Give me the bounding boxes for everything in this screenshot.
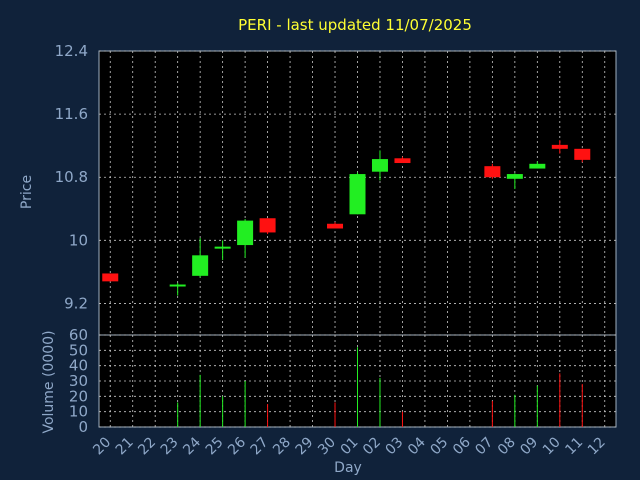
volume-tick-label: 50 [69, 341, 88, 359]
volume-tick-label: 20 [69, 387, 88, 405]
price-tick-label: 9.2 [64, 294, 88, 312]
candle-body [394, 158, 411, 164]
price-axis-label: Price [19, 175, 35, 209]
candle-body [214, 246, 231, 249]
volume-tick-label: 30 [69, 372, 88, 390]
x-tick-label: 12 [585, 434, 609, 458]
candle-body [551, 144, 568, 149]
x-tick-label: 04 [405, 434, 429, 458]
x-tick-label: 21 [113, 434, 137, 458]
candle-body [169, 284, 186, 287]
volume-tick-label: 0 [78, 418, 88, 436]
x-tick-label: 06 [450, 434, 474, 458]
x-tick-label: 02 [360, 434, 384, 458]
x-tick-label: 08 [495, 434, 519, 458]
x-tick-label: 03 [383, 434, 407, 458]
x-tick-label: 09 [517, 434, 541, 458]
candle-body [529, 163, 546, 169]
volume-tick-label: 60 [69, 326, 88, 344]
volume-tick-label: 10 [69, 403, 88, 421]
x-tick-label: 22 [135, 434, 159, 458]
x-tick-label: 27 [248, 434, 272, 458]
chart-title: PERI - last updated 11/07/2025 [238, 16, 472, 34]
candle-body [574, 148, 591, 160]
volume-panel: 2021222324252627282930010203040506070809… [69, 326, 617, 458]
x-tick-label: 29 [293, 434, 317, 458]
candle-body [102, 273, 119, 282]
candle-body [349, 174, 366, 215]
price-tick-label: 10.8 [55, 168, 88, 186]
candle-body [259, 218, 276, 233]
price-tick-label: 12.4 [55, 42, 88, 60]
candle-body [192, 255, 209, 276]
x-tick-label: 30 [315, 434, 339, 458]
price-panel: 12.4 11.6 10.8 10 9.2 [55, 42, 617, 336]
x-tick-label: 10 [540, 434, 564, 458]
x-tick-label: 05 [427, 434, 451, 458]
candle-body [237, 220, 254, 246]
candle-body [506, 174, 523, 179]
x-tick-label: 01 [338, 434, 362, 458]
x-tick-label: 07 [472, 434, 496, 458]
candle-body [371, 159, 388, 172]
x-tick-label: 26 [225, 434, 249, 458]
x-tick-label: 20 [90, 434, 114, 458]
volume-axis-label: Volume (0000) [41, 330, 57, 433]
x-axis-label: Day [334, 460, 362, 476]
volume-tick-label: 40 [69, 357, 88, 375]
x-tick-label: 11 [562, 434, 586, 458]
candle-body [484, 166, 501, 178]
price-tick-label: 11.6 [55, 105, 88, 123]
x-tick-label: 23 [158, 434, 182, 458]
x-tick-label: 28 [270, 434, 294, 458]
price-tick-label: 10 [69, 231, 88, 249]
x-tick-label: 25 [203, 434, 227, 458]
x-tick-label: 24 [180, 434, 204, 458]
candle-body [327, 223, 344, 229]
